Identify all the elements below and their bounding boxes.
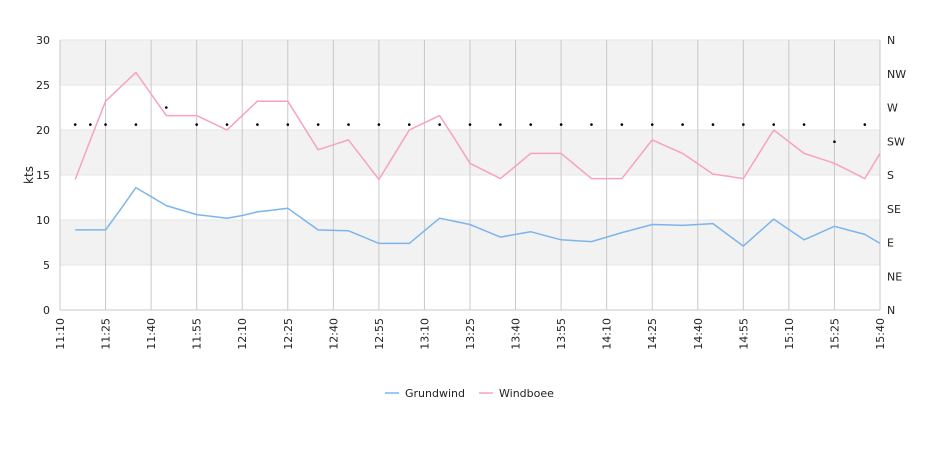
direction-tick-label: E <box>887 237 894 250</box>
windrichtung-point <box>225 123 229 126</box>
series-layer <box>73 71 881 247</box>
windrichtung-point <box>89 123 92 126</box>
direction-tick-label: SE <box>887 203 901 216</box>
y-tick-label: 25 <box>36 79 50 92</box>
x-tick-label: 14:25 <box>646 318 659 350</box>
direction-axis-ticks: N NE E SE S SW W NW N <box>887 34 906 317</box>
legend-label-grundwind: Grundwind <box>405 387 465 400</box>
windrichtung-point <box>681 123 684 126</box>
legend[interactable]: Grundwind Windboee <box>385 387 554 400</box>
x-tick-label: 11:40 <box>145 318 158 350</box>
x-tick-label: 12:40 <box>327 318 340 350</box>
x-tick-label: 13:25 <box>464 318 477 350</box>
windrichtung-point <box>256 123 259 126</box>
y-axis-ticks: 0 5 10 15 20 25 30 <box>36 34 50 317</box>
x-tick-label: 14:40 <box>692 318 705 350</box>
direction-tick-label: W <box>887 102 898 115</box>
gridlines <box>59 39 881 311</box>
x-tick-label: 14:10 <box>601 318 614 350</box>
windrichtung-point <box>590 123 593 126</box>
windrichtung-point <box>711 123 715 126</box>
windrichtung-point <box>833 140 836 143</box>
legend-label-windboee: Windboee <box>499 387 554 400</box>
x-axis-ticks: 11:10 11:25 11:40 11:55 12:10 12:25 12:40 12:55… <box>54 318 887 350</box>
windrichtung-point <box>650 123 654 126</box>
windrichtung-point <box>802 123 806 126</box>
y-tick-label: 15 <box>36 169 50 182</box>
x-tick-label: 12:25 <box>282 318 295 350</box>
windrichtung-point <box>134 123 138 126</box>
direction-tick-label: SW <box>887 135 905 148</box>
x-tick-label: 11:55 <box>191 318 204 350</box>
y-axis-label: kts <box>22 166 36 184</box>
y-tick-label: 20 <box>36 124 50 137</box>
x-tick-label: 12:55 <box>373 318 386 350</box>
windrichtung-point <box>347 123 350 126</box>
direction-tick-label: NW <box>887 68 906 81</box>
windrichtung-point <box>438 123 441 126</box>
x-tick-label: 15:40 <box>874 318 887 350</box>
y-tick-label: 10 <box>36 214 50 227</box>
x-tick-label: 14:55 <box>737 318 750 350</box>
x-tick-label: 13:40 <box>510 318 523 350</box>
windrichtung-point <box>772 123 776 126</box>
direction-tick-label: NE <box>887 270 902 283</box>
direction-tick-label: N <box>887 34 895 47</box>
windrichtung-point <box>559 123 563 126</box>
windrichtung-point <box>468 123 472 126</box>
windrichtung-point <box>529 123 533 126</box>
windrichtung-point <box>316 123 320 126</box>
y-tick-label: 0 <box>43 304 50 317</box>
windrichtung-point <box>73 123 77 126</box>
direction-tick-label: N <box>887 304 895 317</box>
grundwind-line <box>75 186 881 247</box>
windrichtung-point <box>195 123 198 126</box>
windboee-line <box>74 71 881 181</box>
windrichtung-point <box>407 123 411 126</box>
y-tick-label: 5 <box>43 259 50 272</box>
windrichtung-point <box>104 123 107 126</box>
x-tick-label: 15:25 <box>828 318 841 350</box>
x-tick-label: 15:10 <box>783 318 796 350</box>
y-tick-label: 30 <box>36 34 50 47</box>
windrichtung-point <box>286 123 290 126</box>
windrichtung-point <box>742 123 745 126</box>
windrichtung-point <box>499 123 502 126</box>
windrichtung-point <box>863 123 867 126</box>
windrichtung-point <box>620 123 624 126</box>
x-tick-label: 11:25 <box>100 318 113 350</box>
x-tick-label: 13:55 <box>555 318 568 350</box>
x-tick-label: 12:10 <box>236 318 249 350</box>
x-tick-label: 11:10 <box>54 318 67 350</box>
windrichtung-point <box>164 106 168 109</box>
direction-tick-label: S <box>887 169 894 182</box>
windrichtung-point <box>377 123 381 126</box>
x-tick-label: 13:10 <box>418 318 431 350</box>
